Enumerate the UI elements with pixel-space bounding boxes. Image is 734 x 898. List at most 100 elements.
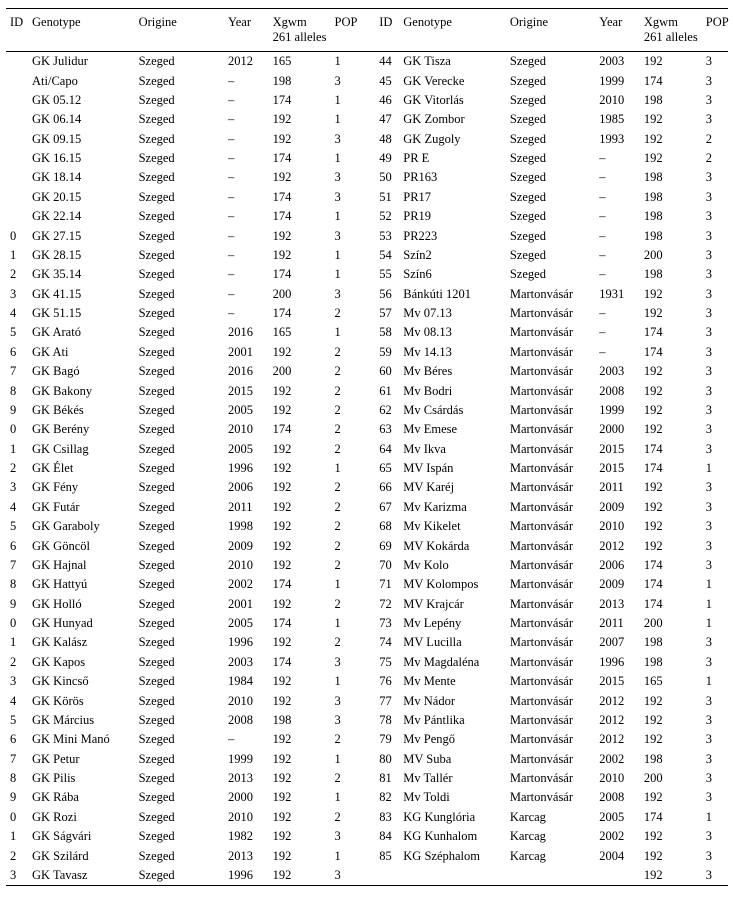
cell-alleles: 174 <box>269 420 331 439</box>
cell-genotype: GK Március <box>28 711 135 730</box>
cell-genotype: GK Julidur <box>28 52 135 72</box>
cell-genotype: GK 28.15 <box>28 246 135 265</box>
cell-alleles: 192 <box>640 304 702 323</box>
cell-genotype: Mv 14.13 <box>399 343 506 362</box>
cell-id: 50 <box>375 168 399 187</box>
cell-year: 1996 <box>595 653 640 672</box>
cell-genotype: GK 20.15 <box>28 188 135 207</box>
cell-genotype: Mv Csárdás <box>399 401 506 420</box>
cell-genotype: MV Kolompos <box>399 575 506 594</box>
cell-id: 77 <box>375 691 399 710</box>
cell-pop: 1 <box>331 788 365 807</box>
cell-id: 74 <box>375 633 399 652</box>
cell-pop: 1 <box>331 575 365 594</box>
cell-genotype: GK 27.15 <box>28 226 135 245</box>
cell-alleles: 192 <box>640 711 702 730</box>
cell-alleles: 192 <box>269 110 331 129</box>
cell-origine: Martonvásár <box>506 575 595 594</box>
cell-year: 2013 <box>224 846 269 865</box>
cell-genotype: GK Zugoly <box>399 130 506 149</box>
cell-year: 2006 <box>224 478 269 497</box>
cell-id: 8 <box>6 381 28 400</box>
col-pop: POP <box>331 9 365 52</box>
cell-id: 3 <box>6 478 28 497</box>
table-row: 1GK SágváriSzeged1982192384KG KunhalomKa… <box>6 827 728 846</box>
table-row: 5GK GarabolySzeged1998192268Mv KikeletMa… <box>6 517 728 536</box>
cell-gap <box>365 246 375 265</box>
cell-year: 2009 <box>595 498 640 517</box>
cell-year: 2012 <box>595 711 640 730</box>
cell-origine: Szeged <box>135 440 224 459</box>
cell-id: 9 <box>6 595 28 614</box>
cell-genotype: Mv Emese <box>399 420 506 439</box>
cell-pop: 1 <box>331 110 365 129</box>
cell-year: 2010 <box>224 691 269 710</box>
cell-origine: Szeged <box>135 168 224 187</box>
cell-alleles: 192 <box>640 110 702 129</box>
cell-genotype: GK 18.14 <box>28 168 135 187</box>
cell-pop: 2 <box>331 478 365 497</box>
cell-pop: 3 <box>702 304 728 323</box>
cell-pop: 1 <box>331 265 365 284</box>
cell-year: 1999 <box>224 750 269 769</box>
cell-genotype: GK 16.15 <box>28 149 135 168</box>
cell-origine: Szeged <box>135 362 224 381</box>
cell-year: – <box>595 246 640 265</box>
table-row: GK 09.15Szeged–192348GK ZugolySzeged1993… <box>6 130 728 149</box>
cell-alleles: 192 <box>640 536 702 555</box>
cell-id: 68 <box>375 517 399 536</box>
cell-origine: Szeged <box>506 207 595 226</box>
cell-alleles: 192 <box>269 246 331 265</box>
cell-pop: 3 <box>702 498 728 517</box>
cell-genotype: KG Széphalom <box>399 846 506 865</box>
cell-genotype: Mv 07.13 <box>399 304 506 323</box>
cell-pop: 1 <box>702 808 728 827</box>
cell-origine: Szeged <box>135 536 224 555</box>
cell-id: 6 <box>6 343 28 362</box>
cell-year: – <box>224 207 269 226</box>
cell-id: 7 <box>6 362 28 381</box>
cell-id: 55 <box>375 265 399 284</box>
cell-origine: Martonvásár <box>506 672 595 691</box>
table-row: 0GK RoziSzeged2010192283KG KunglóriaKarc… <box>6 808 728 827</box>
cell-alleles: 192 <box>269 168 331 187</box>
cell-origine: Szeged <box>135 401 224 420</box>
cell-genotype: GK Holló <box>28 595 135 614</box>
cell-genotype: Mv Pengő <box>399 730 506 749</box>
cell-pop: 3 <box>702 556 728 575</box>
cell-origine: Martonvásár <box>506 362 595 381</box>
cell-origine: Szeged <box>135 459 224 478</box>
table-row: 6GK GöncölSzeged2009192269MV KokárdaMart… <box>6 536 728 555</box>
cell-year: 2011 <box>224 498 269 517</box>
cell-alleles: 192 <box>269 478 331 497</box>
col-xgwm: Xgwm 261 alleles <box>269 9 331 52</box>
cell-year: 1982 <box>224 827 269 846</box>
cell-gap <box>365 130 375 149</box>
page-container: ID Genotype Origine Year Xgwm 261 allele… <box>0 0 734 898</box>
cell-origine: Szeged <box>135 595 224 614</box>
table-row: GK 05.12Szeged–174146GK VitorlásSzeged20… <box>6 91 728 110</box>
cell-pop: 1 <box>702 575 728 594</box>
cell-year: 2003 <box>595 362 640 381</box>
cell-pop: 2 <box>331 498 365 517</box>
cell-origine: Szeged <box>135 343 224 362</box>
cell-alleles: 192 <box>640 517 702 536</box>
cell-id: 45 <box>375 71 399 90</box>
cell-alleles: 192 <box>269 750 331 769</box>
cell-gap <box>365 420 375 439</box>
cell-pop: 1 <box>702 614 728 633</box>
cell-gap <box>365 498 375 517</box>
col-gap <box>365 9 375 52</box>
cell-year: 2005 <box>224 401 269 420</box>
cell-genotype: MV Kokárda <box>399 536 506 555</box>
cell-year: 1999 <box>595 401 640 420</box>
cell-origine: Martonvásár <box>506 653 595 672</box>
cell-id: 57 <box>375 304 399 323</box>
cell-gap <box>365 614 375 633</box>
cell-origine: Szeged <box>135 91 224 110</box>
cell-alleles: 165 <box>269 52 331 72</box>
cell-alleles: 198 <box>640 633 702 652</box>
cell-alleles: 192 <box>640 401 702 420</box>
cell-gap <box>365 517 375 536</box>
cell-gap <box>365 536 375 555</box>
